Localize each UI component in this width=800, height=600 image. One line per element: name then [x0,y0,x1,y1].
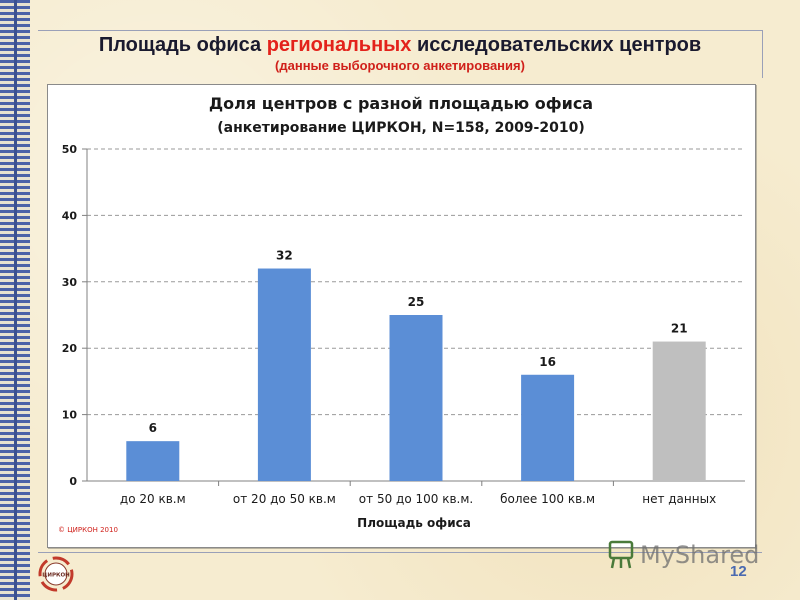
slide-title-pre: Площадь офиса [98,34,267,56]
y-tick-label: 20 [62,342,78,355]
chart-bars [126,268,706,481]
decorative-left-strip [0,0,30,600]
bottom-divider [38,552,762,553]
slide-subtitle: (данные выборочного анкетирования) [275,58,525,73]
company-logo: ЦИРКОН [38,556,74,592]
x-tick-label: от 20 до 50 кв.м [233,492,336,506]
presentation-icon: MyShared [608,540,759,569]
y-axis-ticks: 0 10 20 30 40 50 [62,143,78,488]
bar [652,341,706,481]
slide-title-highlight: региональных [266,34,412,56]
y-tick-label: 50 [62,143,78,156]
y-tick-label: 30 [62,276,78,289]
chart-panel: Доля центров с разной площадью офиса (ан… [47,84,756,548]
x-axis-ticks: до 20 кв.м от 20 до 50 кв.м от 50 до 100 к… [120,492,716,506]
chart-title: Доля центров с разной площадью офиса [209,94,593,113]
copyright-label: © ЦИРКОН 2010 [58,526,118,534]
x-axis-label: Площадь офиса [357,516,471,530]
x-tick-label: до 20 кв.м [120,492,186,506]
title-frame-line [762,30,763,78]
watermark-text: MyShared [640,541,759,569]
logo-text: ЦИРКОН [42,573,70,579]
data-label: 21 [671,322,688,336]
x-tick-label: нет данных [642,492,716,506]
data-label: 16 [539,355,556,369]
x-tick-label: более 100 кв.м [500,492,595,506]
top-divider [38,30,762,31]
slide-title-post: исследовательских центров [411,34,702,56]
y-tick-label: 0 [69,475,77,488]
slide-title: Площадь офиса региональных исследователь… [40,33,760,57]
data-label: 25 [408,295,425,309]
page-number: 12 [730,563,747,580]
bar-chart: Доля центров с разной площадью офиса (ан… [58,94,745,534]
chart-data-labels: 6 32 25 16 21 [149,249,688,436]
chart-subtitle: (анкетирование ЦИРКОН, N=158, 2009-2010) [217,120,584,136]
data-label: 32 [276,249,293,263]
logo-icon: ЦИРКОН [38,556,74,592]
slide-header: Площадь офиса региональных исследователь… [40,33,760,75]
data-label: 6 [149,421,157,435]
bar [126,441,180,481]
bar [521,374,575,481]
bar [389,315,443,481]
bar [257,268,311,481]
y-tick-label: 40 [62,209,78,222]
watermark: MyShared [606,536,766,572]
x-tick-label: от 50 до 100 кв.м. [359,492,473,506]
y-tick-label: 10 [62,409,78,422]
